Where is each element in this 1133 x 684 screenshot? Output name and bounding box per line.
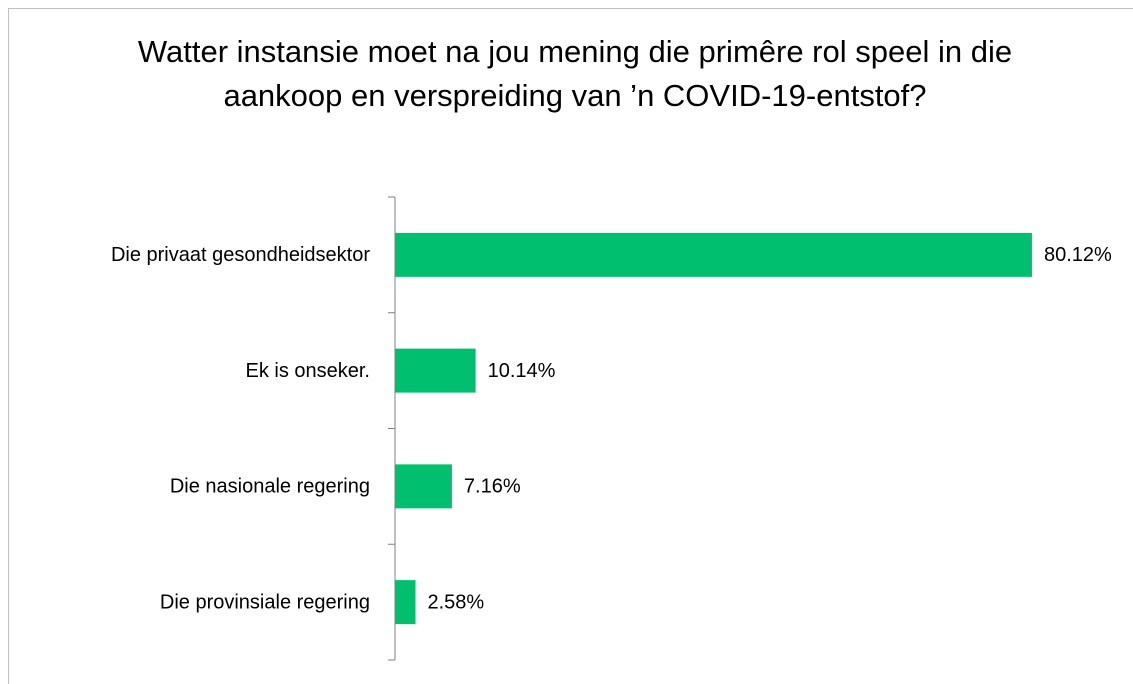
chart-title: Watter instansie moet na jou mening die … (137, 34, 1013, 113)
bar (395, 580, 416, 625)
data-label: 7.16% (464, 476, 521, 498)
bar (395, 232, 1032, 277)
category-label: Die nasionale regering (170, 476, 370, 498)
category-label: Die privaat gesondheidsektor (111, 244, 370, 266)
data-label: 80.12% (1044, 244, 1112, 266)
data-label: 10.14% (488, 360, 556, 382)
category-label: Ek is onseker. (245, 360, 370, 382)
bar (395, 348, 476, 393)
data-label: 2.58% (428, 591, 485, 613)
chart-border (8, 8, 1133, 684)
bar (395, 464, 452, 509)
category-label: Die provinsiale regering (160, 591, 370, 613)
